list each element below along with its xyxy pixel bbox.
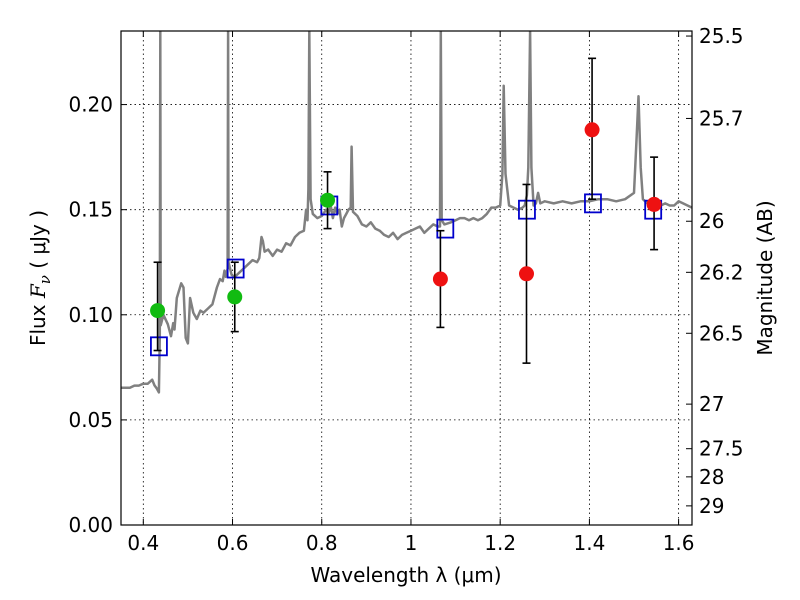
x-tick-label: 1 xyxy=(405,531,418,555)
right-tick-label: 25.5 xyxy=(699,24,744,48)
red-data-point xyxy=(432,271,448,287)
grid xyxy=(121,31,692,525)
y-tick-label: 0.10 xyxy=(68,303,113,327)
red-data-point xyxy=(646,196,662,212)
model-band-square xyxy=(436,218,455,239)
y-axis-title-subscript: ν xyxy=(36,275,54,284)
ticks xyxy=(121,31,692,526)
x-tick-label: 0.8 xyxy=(306,531,338,555)
right-tick-label: 27.5 xyxy=(699,437,744,461)
tick-labels: 0.4 0.6 0.8 1 1.2 1.4 1.6 0.00 0.05 0.10 0.15 0.20 2… xyxy=(68,24,743,555)
y-tick-label: 0.00 xyxy=(68,513,113,537)
right-tick-label: 28 xyxy=(699,465,724,489)
x-tick-label: 1.4 xyxy=(573,531,605,555)
right-tick-label: 26 xyxy=(699,209,724,233)
y-axis-title-symbol: F xyxy=(26,283,50,299)
y-tick-label: 0.05 xyxy=(68,408,113,432)
green-data-point xyxy=(227,289,243,305)
right-tick-label: 27 xyxy=(699,392,724,416)
x-tick-label: 1.6 xyxy=(663,531,695,555)
x-tick-label: 0.4 xyxy=(127,531,159,555)
model-band-square xyxy=(584,193,602,214)
y-axis-title-unit: ( μJy ) xyxy=(26,210,50,275)
x-axis-title: Wavelength λ (μm) xyxy=(310,563,501,587)
green-data-point xyxy=(320,192,336,208)
red-data-point xyxy=(584,122,600,138)
y-tick-label: 0.15 xyxy=(68,198,113,222)
right-axis-title: Magnitude (AB) xyxy=(753,200,777,355)
right-tick-label: 26.2 xyxy=(699,260,744,284)
series-layer xyxy=(121,31,692,394)
y-axis-title: Flux Fν ( μJy ) xyxy=(26,210,54,346)
red-data-point xyxy=(518,266,534,282)
green-data-point xyxy=(150,303,166,319)
right-tick-label: 26.5 xyxy=(699,321,744,345)
x-tick-label: 1.2 xyxy=(484,531,516,555)
model-band-square xyxy=(226,258,245,279)
x-tick-label: 0.6 xyxy=(217,531,249,555)
right-tick-label: 25.7 xyxy=(699,106,744,130)
spectrum-line xyxy=(121,31,692,394)
y-axis-title-prefix: Flux xyxy=(26,298,50,346)
right-tick-label: 29 xyxy=(699,494,724,518)
y-tick-label: 0.20 xyxy=(68,93,113,117)
plot-frame xyxy=(120,30,693,526)
model-band-square xyxy=(150,336,168,357)
